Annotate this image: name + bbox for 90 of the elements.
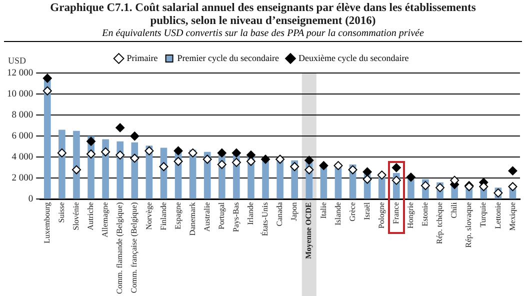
x-tick-label: Pologne [376, 202, 386, 228]
x-tick-label: Norvège [144, 202, 154, 230]
point [420, 181, 430, 190]
x-tick-label: Mexique [508, 202, 517, 231]
y-tick-label: 10 000 [7, 90, 34, 100]
point [130, 154, 140, 163]
legend-label: Premier cycle du secondaire [177, 52, 280, 63]
point [116, 123, 125, 132]
point [202, 154, 212, 164]
point [319, 161, 328, 170]
x-tick-label: Suisse [57, 202, 66, 223]
point [101, 147, 110, 156]
x-tick-label: Comm. française (Belgique) [130, 202, 139, 294]
point [116, 150, 125, 160]
point [174, 146, 183, 156]
x-tick-label: Autriche [86, 202, 96, 230]
point [232, 148, 241, 158]
x-tick-label: Australie [202, 202, 212, 232]
point [217, 160, 226, 170]
point [159, 162, 168, 172]
point [334, 161, 343, 170]
y-tick-label: 12 000 [7, 68, 34, 78]
x-tick-label: Israël [362, 201, 372, 220]
x-tick-label: Allemagne [100, 202, 110, 238]
y-tick-label: 2 000 [12, 174, 34, 184]
point [72, 165, 81, 174]
point [377, 170, 386, 180]
y-tick-label: 0 [28, 194, 34, 205]
y-axis-title: USD [8, 55, 27, 66]
x-tick-label: Turquie [478, 202, 488, 228]
point [174, 156, 183, 166]
x-tick-label: Rép. tchèque [435, 202, 444, 244]
x-tick-label: Chili [450, 201, 459, 218]
point [290, 162, 300, 172]
x-tick-label: Hongrie [406, 202, 416, 228]
point [348, 165, 358, 174]
point [304, 156, 314, 165]
point [42, 74, 52, 83]
point [188, 148, 198, 158]
x-tick-label: Grèce [348, 202, 357, 222]
x-tick-label: Lettonie [493, 202, 502, 229]
x-tick-label: Japon [290, 202, 299, 221]
x-tick-label: Pays-Bas [232, 202, 241, 232]
point [508, 182, 518, 192]
chart-title: Graphique C7.1. Coût salarial annuel des enseignants par élève dans les établissements publics, selon le niveau d’enseignement (2016) [49, 1, 477, 28]
point [86, 136, 96, 146]
x-tick-label: Irlande [246, 202, 256, 225]
point [479, 182, 488, 192]
x-tick-label: Danemark [188, 202, 197, 236]
x-tick-label: Slovénie [72, 202, 81, 230]
point [86, 150, 96, 159]
x-tick-label: Comm. flamande (Belgique) [115, 202, 124, 294]
point [392, 163, 401, 172]
y-tick-label: 4 000 [12, 152, 34, 163]
point [144, 146, 154, 156]
point [217, 148, 226, 158]
x-tick-label: Italie [318, 202, 328, 219]
point [362, 167, 372, 176]
point [232, 158, 241, 167]
legend-label: Deuxième cycle du secondaire [298, 52, 409, 63]
chart-subtitle: En équivalents USD convertis sur la base des PPA pour la consommation privée [4, 28, 522, 42]
bar [73, 130, 80, 199]
x-tick-label: Espagne [173, 202, 182, 230]
y-tick-label: 8 000 [12, 110, 34, 121]
y-tick-label: 6 000 [12, 132, 34, 142]
x-tick-label: Moyenne OCDE [304, 202, 314, 259]
bar [44, 78, 51, 199]
point [42, 86, 52, 96]
point [450, 176, 460, 185]
point [261, 154, 270, 164]
x-tick-label: Rép. slovaque [464, 202, 474, 248]
x-tick-label: Portugal [216, 201, 226, 230]
point [276, 154, 285, 164]
x-tick-label: Islande [333, 202, 342, 226]
x-tick-label: Luxembourg [42, 202, 52, 244]
point [304, 165, 314, 174]
x-tick-label: Estonie [420, 202, 430, 226]
point [508, 166, 518, 176]
point [436, 183, 445, 192]
point [130, 132, 140, 141]
legend-label: Primaire [126, 52, 158, 63]
x-tick-label: France [391, 202, 400, 224]
point [406, 172, 416, 182]
bar [58, 130, 66, 199]
x-tick-label: Finlande [158, 202, 168, 230]
x-tick-label: Canada [275, 202, 284, 226]
x-tick-label: États-Unis [260, 202, 270, 236]
point [57, 148, 66, 158]
point [392, 176, 401, 185]
point [362, 174, 372, 184]
